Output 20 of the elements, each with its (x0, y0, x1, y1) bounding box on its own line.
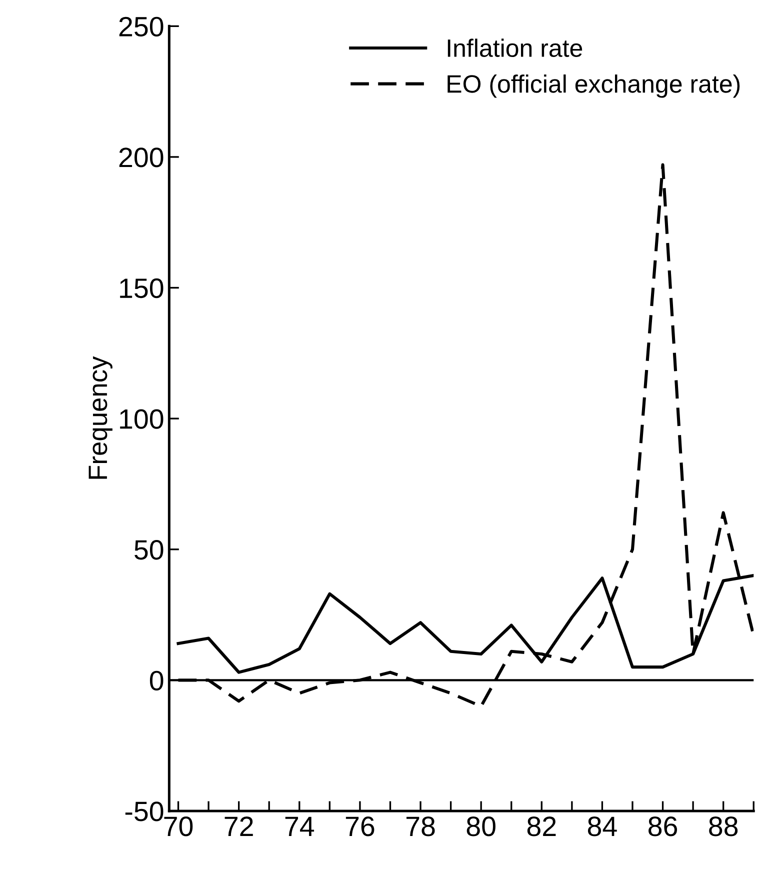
x-tick-label: 86 (648, 816, 678, 836)
y-tick-label: 200 (119, 148, 164, 168)
y-tick-label: 50 (134, 540, 164, 560)
x-tick-label: 70 (164, 816, 193, 836)
y-tick-label: 100 (120, 409, 164, 429)
x-tick-label: 80 (466, 816, 496, 836)
x-tick-label: 82 (527, 816, 556, 836)
x-tick-label: 78 (406, 816, 435, 836)
y-axis-title: Frequency (88, 356, 112, 479)
x-tick-label: 74 (285, 816, 314, 836)
x-tick-label: 76 (346, 816, 374, 836)
y-tick-label: 0 (150, 670, 164, 690)
y-tick-label: 250 (119, 16, 164, 36)
legend-label: Inflation rate (448, 38, 582, 58)
x-tick-label: 84 (588, 816, 617, 836)
x-tick-label: 72 (224, 816, 253, 836)
legend-label: EO (official exchange rate) (448, 74, 740, 98)
y-tick-label: -50 (125, 802, 164, 822)
x-tick-label: 88 (709, 816, 738, 836)
y-tick-label: 150 (120, 278, 164, 298)
